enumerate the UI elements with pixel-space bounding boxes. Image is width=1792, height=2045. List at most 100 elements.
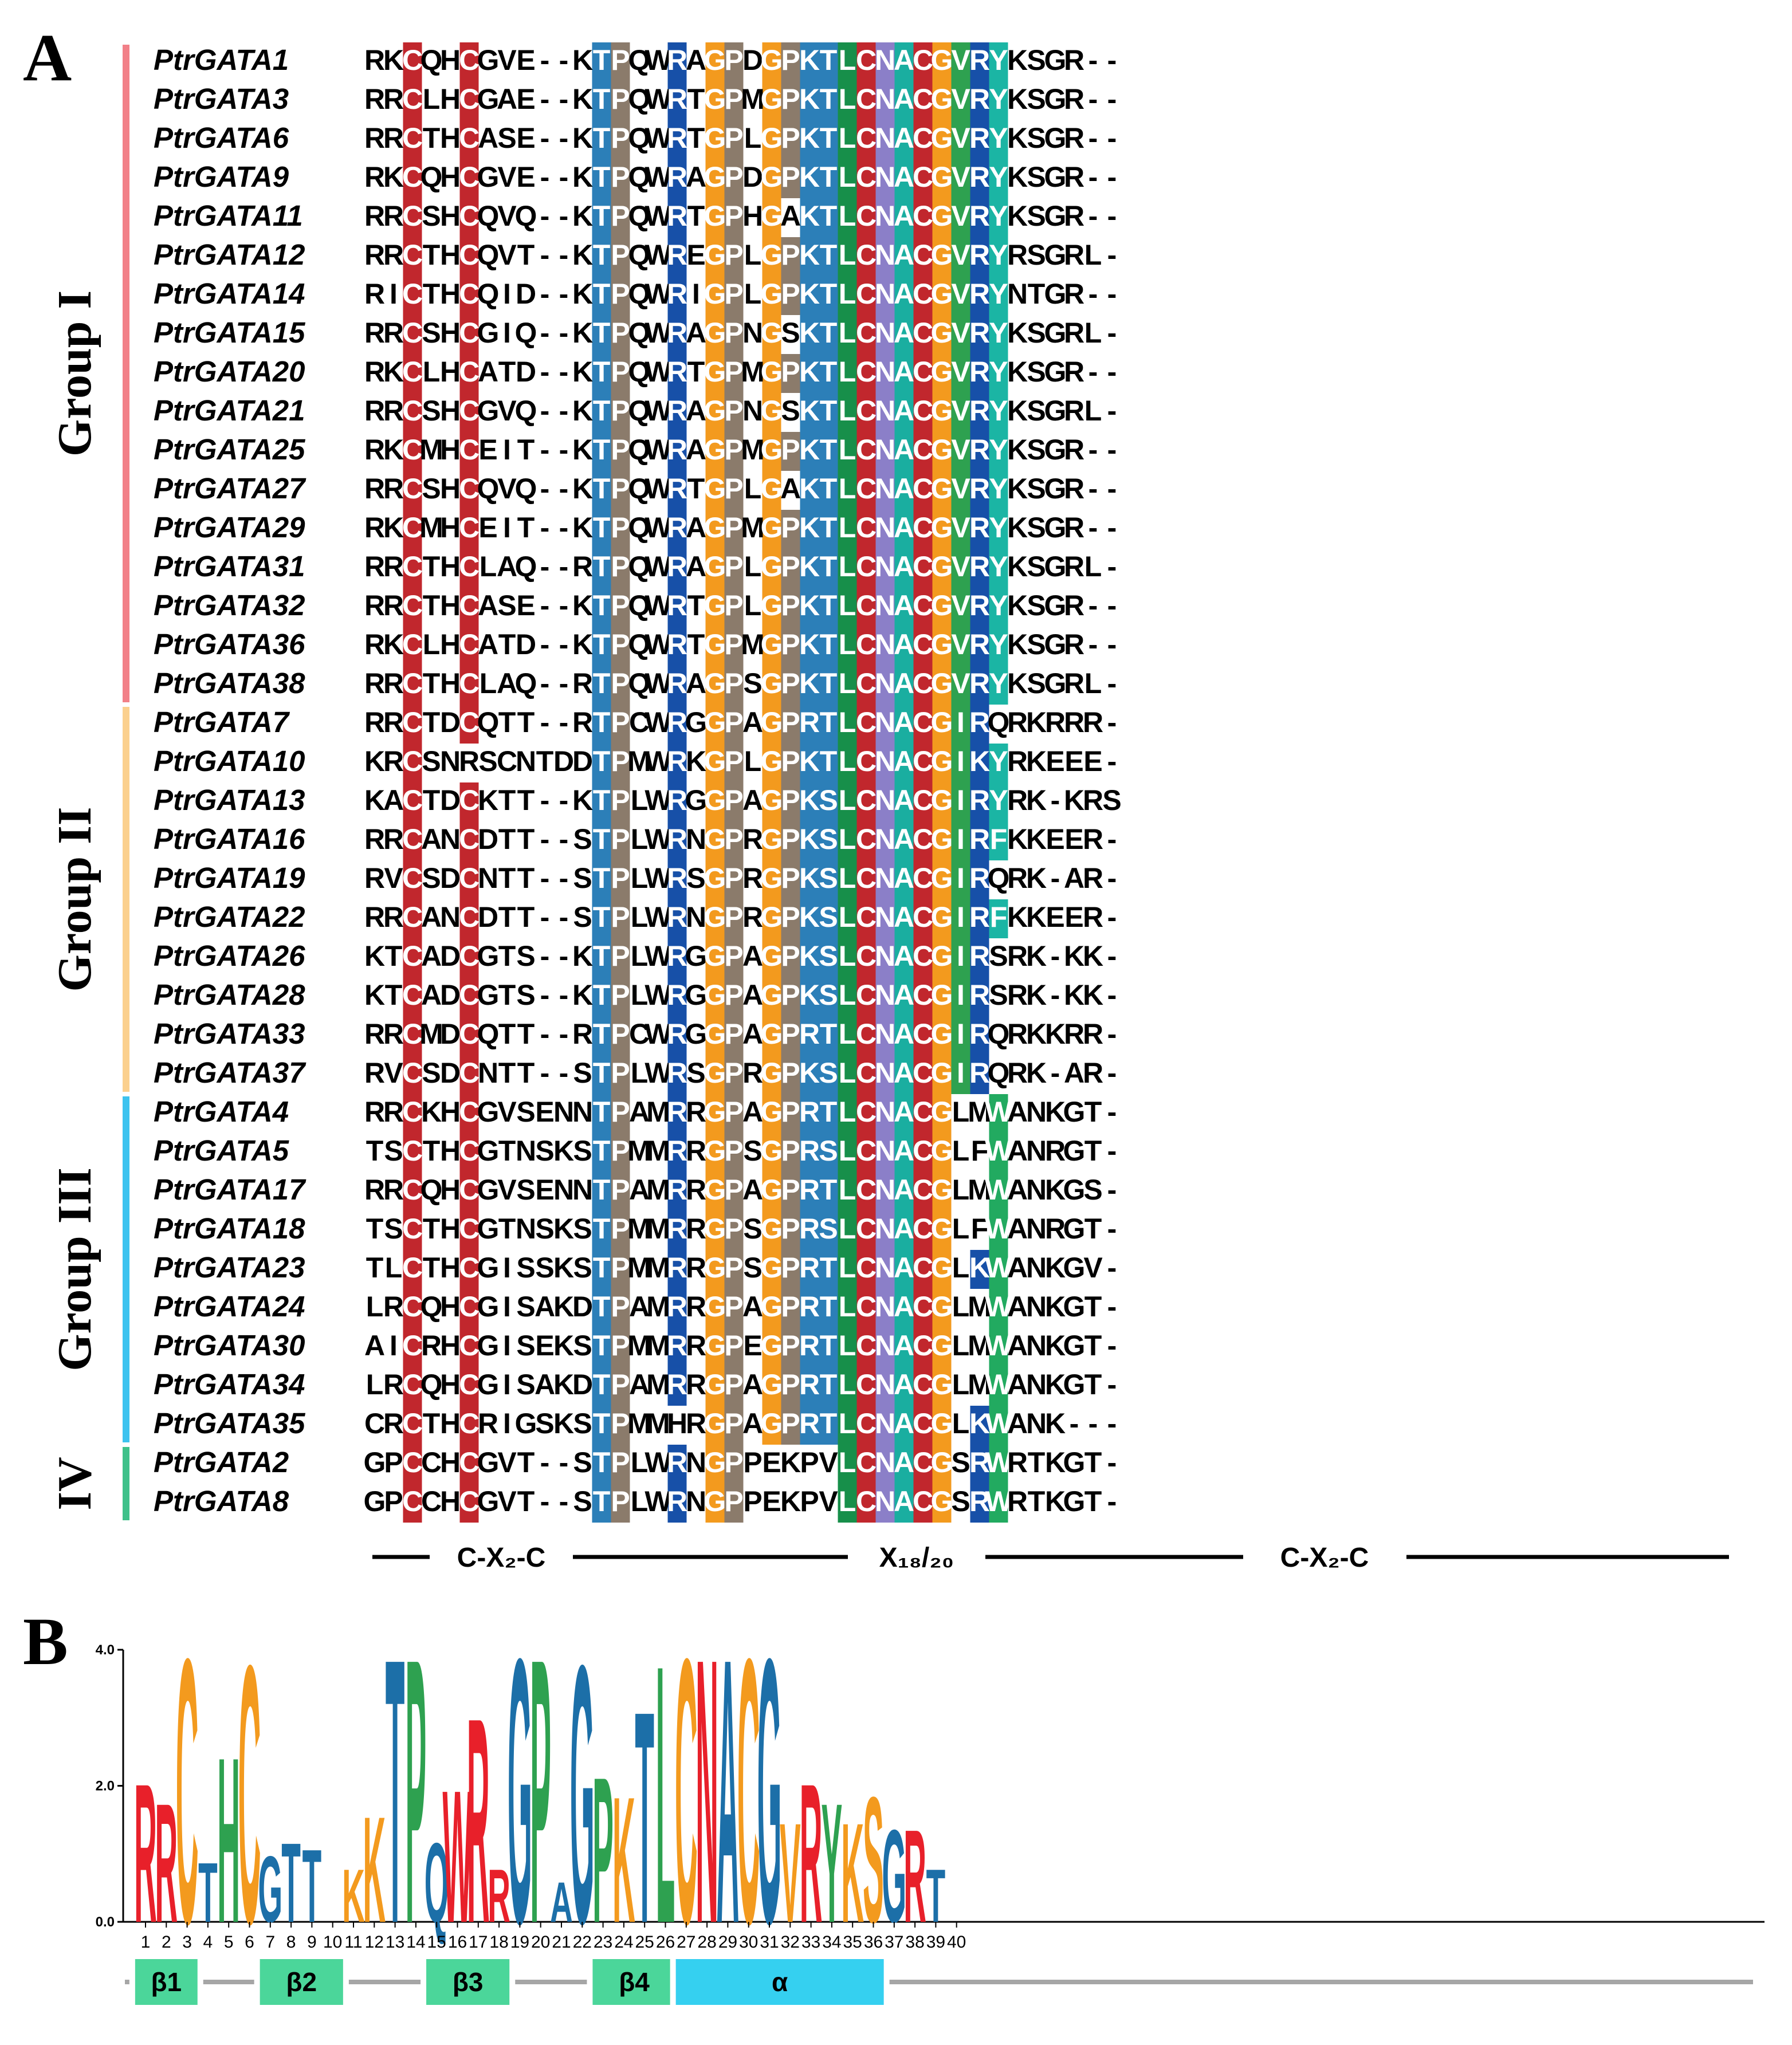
residue: N — [1026, 1368, 1047, 1401]
residue: S — [573, 1485, 592, 1517]
residue-cell — [800, 276, 819, 315]
gene-name: PtrGATA12 — [154, 238, 305, 271]
x-tick-label: 11 — [344, 1933, 362, 1952]
residue: T — [593, 1446, 611, 1478]
residue: G — [761, 1407, 783, 1440]
residue-cell — [989, 393, 1008, 432]
residue-cell — [838, 315, 857, 354]
residue: Y — [989, 44, 1008, 76]
residue: E — [1064, 745, 1083, 777]
residue: R — [364, 200, 385, 232]
residue: L — [839, 1057, 856, 1089]
x-tick-label: 24 — [614, 1933, 633, 1952]
residue-cell — [838, 354, 857, 393]
residue: E — [478, 512, 497, 544]
motif-segment-bar: C-X₂-C X₁₈/₂₀ C-X₂-C — [372, 1543, 1729, 1573]
residue: T — [593, 784, 611, 816]
residue: K — [799, 434, 820, 466]
residue-cell — [667, 81, 687, 120]
residue: C — [402, 122, 423, 154]
residue-cell — [592, 471, 611, 510]
residue: - — [540, 706, 550, 738]
residue: E — [516, 44, 535, 76]
residue: G — [477, 83, 500, 115]
residue-cell — [611, 549, 630, 588]
residue: V — [951, 473, 970, 505]
residue-cell — [932, 120, 952, 159]
residue-cell — [762, 120, 781, 159]
residue: P — [611, 473, 630, 505]
residue: G — [704, 550, 726, 583]
residue: S — [1027, 161, 1046, 193]
residue: L — [839, 317, 856, 349]
residue: - — [1107, 161, 1117, 193]
residue-cell — [856, 276, 876, 315]
residue: L — [744, 589, 762, 622]
residue: R — [364, 317, 385, 349]
residue: L — [839, 161, 856, 193]
residue: T — [820, 83, 838, 115]
residue: N — [875, 239, 895, 271]
residue: I — [390, 278, 398, 310]
residue: T — [498, 823, 516, 855]
residue-cell — [970, 276, 989, 315]
residue: P — [724, 1174, 743, 1206]
residue: R — [383, 901, 404, 933]
residue: T — [593, 901, 611, 933]
residue: S — [422, 395, 441, 427]
residue-cell — [459, 198, 479, 237]
residue: S — [516, 1174, 535, 1206]
residue: N — [875, 1252, 895, 1284]
residue: G — [761, 1368, 783, 1401]
residue: T — [593, 1096, 611, 1128]
residue: G — [761, 1174, 783, 1206]
residue-cell — [970, 42, 989, 81]
residue-cell — [762, 276, 781, 315]
residue: N — [875, 823, 895, 855]
residue-cell — [705, 159, 725, 198]
residue-cell — [705, 549, 725, 588]
residue: P — [724, 1330, 743, 1362]
residue: I — [957, 745, 965, 777]
residue-cell — [459, 549, 479, 588]
residue: - — [1107, 200, 1117, 232]
residue: H — [440, 83, 461, 115]
gene-name: PtrGATA6 — [154, 121, 289, 154]
residue: A — [894, 628, 914, 660]
residue: K — [1007, 434, 1028, 466]
residue: L — [480, 667, 497, 699]
residue: R — [1045, 706, 1066, 738]
residue: G — [704, 784, 726, 816]
residue: - — [559, 1057, 569, 1089]
residue: C — [856, 200, 877, 232]
residue-cell — [762, 354, 781, 393]
residue: S — [573, 1407, 592, 1440]
x-tick-label: 22 — [573, 1933, 592, 1952]
residue-cell — [894, 549, 914, 588]
residue-cell — [951, 276, 970, 315]
residue: G — [931, 745, 953, 777]
residue-cell — [592, 588, 611, 627]
residue-cell — [913, 432, 933, 471]
residue: G — [931, 356, 953, 388]
residue: L — [952, 1291, 970, 1323]
residue: S — [819, 784, 838, 816]
residue: S — [422, 473, 441, 505]
residue-cell — [951, 354, 970, 393]
residue: A — [535, 1291, 555, 1323]
residue: T — [498, 862, 516, 894]
residue: P — [611, 278, 630, 310]
residue: T — [517, 862, 535, 894]
residue: R — [364, 706, 385, 738]
residue: A — [894, 44, 914, 76]
residue-cell — [705, 393, 725, 432]
gene-name: PtrGATA7 — [154, 706, 290, 738]
residue: R — [969, 83, 990, 115]
residue: G — [704, 1330, 726, 1362]
residue: G — [704, 317, 726, 349]
residue-cell — [403, 159, 422, 198]
residue: P — [724, 550, 743, 583]
residue: I — [390, 1330, 398, 1362]
residue: S — [1027, 44, 1046, 76]
residue: - — [540, 395, 550, 427]
